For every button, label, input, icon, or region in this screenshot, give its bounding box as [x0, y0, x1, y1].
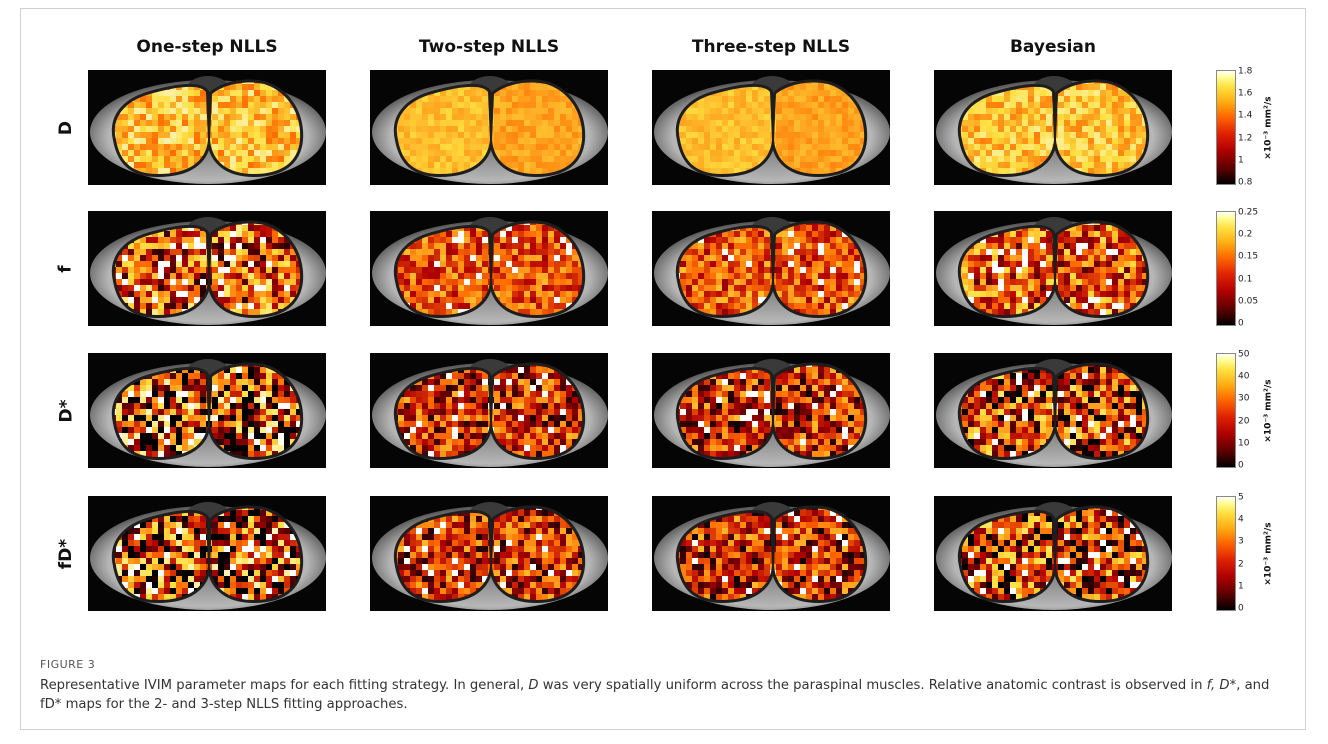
- colorbar-tick-label: 20: [1238, 416, 1250, 427]
- parameter-map-panel: [370, 353, 608, 468]
- parameter-map-panel: [370, 211, 608, 326]
- parameter-map-panel: [652, 70, 890, 185]
- column-title-three-step: Three-step NLLS: [691, 37, 851, 57]
- parameter-map-panel: [370, 496, 608, 611]
- colorbar-tick-label: 1.2: [1238, 133, 1253, 144]
- colorbar-tick-label: 10: [1238, 438, 1250, 449]
- mri-map-image: [652, 353, 890, 468]
- column-title-bayesian: Bayesian: [1009, 37, 1097, 57]
- colorbar-tick-label: 40: [1238, 371, 1250, 382]
- mri-map-image: [370, 353, 608, 468]
- colorbar-ticks: 1.8 1.6 1.4 1.2 1 0.8: [1238, 66, 1268, 188]
- colorbar-unit-fdstar: ×10⁻³ mm²/s: [1264, 521, 1275, 586]
- row-label-dstar: D*: [56, 398, 77, 423]
- colorbar-ticks: 50 40 30 20 10 0: [1238, 349, 1268, 471]
- figure-label: FIGURE 3: [40, 658, 96, 671]
- row-label-d: D: [56, 120, 76, 135]
- parameter-map-panel: [934, 211, 1172, 326]
- colorbar-tick-label: 2: [1238, 559, 1244, 570]
- figure-caption: Representative IVIM parameter maps for e…: [40, 678, 1270, 712]
- colorbar-tick-label: 5: [1238, 492, 1244, 503]
- mri-map-image: [88, 353, 326, 468]
- parameter-map-panel: [652, 496, 890, 611]
- mri-map-image: [934, 211, 1172, 326]
- mri-map-image: [370, 496, 608, 611]
- colorbar-tick-label: 50: [1238, 349, 1250, 360]
- colorbar-tick-label: 1: [1238, 581, 1244, 592]
- colorbar-tick-label: 0.8: [1238, 177, 1253, 188]
- colorbar-d: [1216, 70, 1236, 185]
- colorbar-tick-label: 3: [1238, 536, 1244, 547]
- colorbar-tick-label: 1.4: [1238, 110, 1253, 121]
- colorbar-tick-label: 0: [1238, 460, 1244, 471]
- figure-frame: [20, 8, 1306, 730]
- row-label-fdstar: fD*: [56, 538, 76, 569]
- mri-map-image: [652, 496, 890, 611]
- colorbar-ticks: 5 4 3 2 1 0: [1238, 492, 1268, 614]
- row-label-f: f: [56, 264, 76, 273]
- colorbar-tick-label: 4: [1238, 514, 1244, 525]
- colorbar-ticks: 0.25 0.2 0.15 0.1 0.05 0: [1238, 207, 1268, 329]
- parameter-map-panel: [88, 70, 326, 185]
- column-title-one-step: One-step NLLS: [136, 37, 278, 57]
- mri-map-image: [652, 70, 890, 185]
- parameter-map-panel: [652, 211, 890, 326]
- colorbar-fdstar: [1216, 496, 1236, 611]
- mri-map-image: [934, 496, 1172, 611]
- parameter-map-panel: [88, 353, 326, 468]
- colorbar-tick-label: 1.8: [1238, 66, 1253, 77]
- parameter-map-panel: [934, 70, 1172, 185]
- colorbar-tick-label: 0: [1238, 318, 1244, 329]
- colorbar-tick-label: 0.05: [1238, 296, 1259, 307]
- parameter-map-panel: [934, 496, 1172, 611]
- colorbar-tick-label: 0: [1238, 603, 1244, 614]
- colorbar-tick-label: 30: [1238, 393, 1250, 404]
- colorbar-unit-dstar: ×10⁻³ mm²/s: [1264, 378, 1275, 443]
- colorbar-tick-label: 1.6: [1238, 88, 1253, 99]
- parameter-map-panel: [652, 353, 890, 468]
- mri-map-image: [370, 70, 608, 185]
- mri-map-image: [88, 211, 326, 326]
- mri-map-image: [370, 211, 608, 326]
- mri-map-image: [934, 70, 1172, 185]
- mri-map-image: [934, 353, 1172, 468]
- colorbar-tick-label: 0.1: [1238, 274, 1253, 285]
- colorbar-tick-label: 0.15: [1238, 251, 1259, 262]
- colorbar-unit-d: ×10⁻³ mm²/s: [1264, 95, 1275, 160]
- parameter-map-panel: [370, 70, 608, 185]
- mri-map-image: [652, 211, 890, 326]
- parameter-map-panel: [88, 496, 326, 611]
- colorbar-tick-label: 0.25: [1238, 207, 1259, 218]
- mri-map-image: [88, 70, 326, 185]
- parameter-map-panel: [934, 353, 1172, 468]
- colorbar-tick-label: 1: [1238, 155, 1244, 166]
- colorbar-tick-label: 0.2: [1238, 229, 1253, 240]
- parameter-map-panel: [88, 211, 326, 326]
- colorbar-dstar: [1216, 353, 1236, 468]
- mri-map-image: [88, 496, 326, 611]
- column-title-two-step: Two-step NLLS: [418, 37, 560, 57]
- colorbar-f: [1216, 211, 1236, 326]
